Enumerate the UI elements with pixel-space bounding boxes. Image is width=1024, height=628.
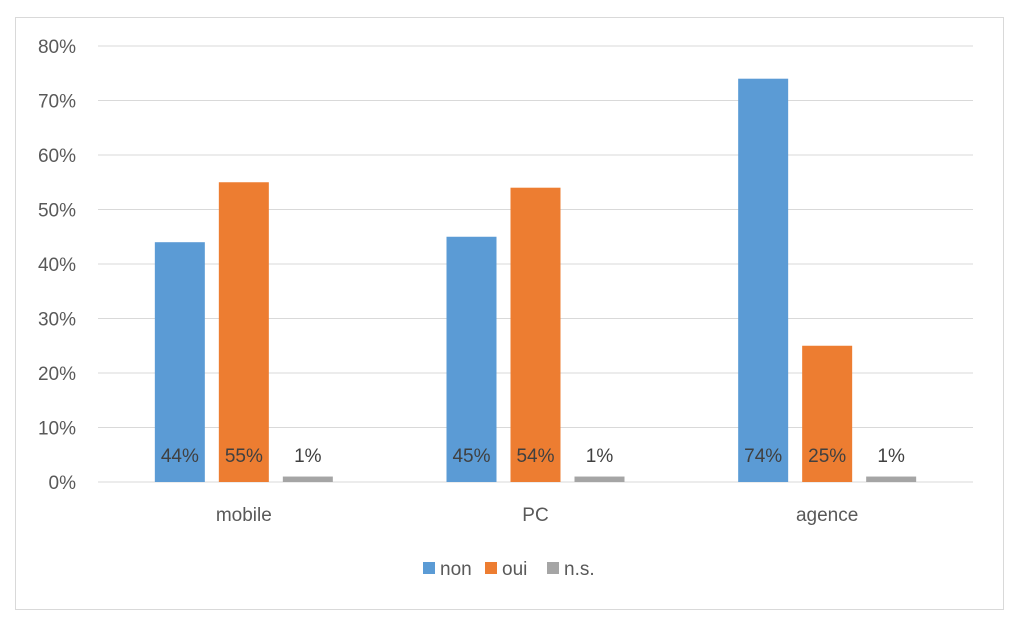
data-label: 74%	[744, 446, 782, 467]
y-tick-label: 10%	[38, 419, 76, 440]
y-tick-label: 0%	[49, 473, 77, 494]
y-tick-label: 70%	[38, 92, 76, 113]
bar	[738, 78, 789, 482]
bar	[446, 236, 497, 482]
data-label: 1%	[877, 446, 905, 467]
bar	[802, 345, 853, 482]
data-label: 45%	[452, 446, 490, 467]
legend-label: n.s.	[564, 559, 595, 580]
bar	[154, 242, 205, 482]
y-tick-label: 80%	[38, 37, 76, 58]
legend-label: non	[440, 559, 472, 580]
data-label: 44%	[161, 446, 199, 467]
data-label: 1%	[586, 446, 614, 467]
data-label: 55%	[225, 446, 263, 467]
legend-swatch	[423, 562, 435, 574]
x-category-label: agence	[796, 505, 858, 526]
x-category-label: mobile	[216, 505, 272, 526]
bar	[574, 476, 625, 482]
x-category-label: PC	[522, 505, 548, 526]
legend-swatch	[485, 562, 497, 574]
y-tick-label: 60%	[38, 146, 76, 167]
y-tick-label: 30%	[38, 310, 76, 331]
legend-swatch	[547, 562, 559, 574]
y-tick-label: 50%	[38, 201, 76, 222]
legend-label: oui	[502, 559, 527, 580]
data-label: 54%	[516, 446, 554, 467]
bar	[218, 182, 269, 482]
y-tick-label: 40%	[38, 255, 76, 276]
bar	[510, 187, 561, 482]
data-label: 25%	[808, 446, 846, 467]
y-tick-label: 20%	[38, 364, 76, 385]
bar	[866, 476, 917, 482]
data-label: 1%	[294, 446, 322, 467]
bar	[282, 476, 333, 482]
